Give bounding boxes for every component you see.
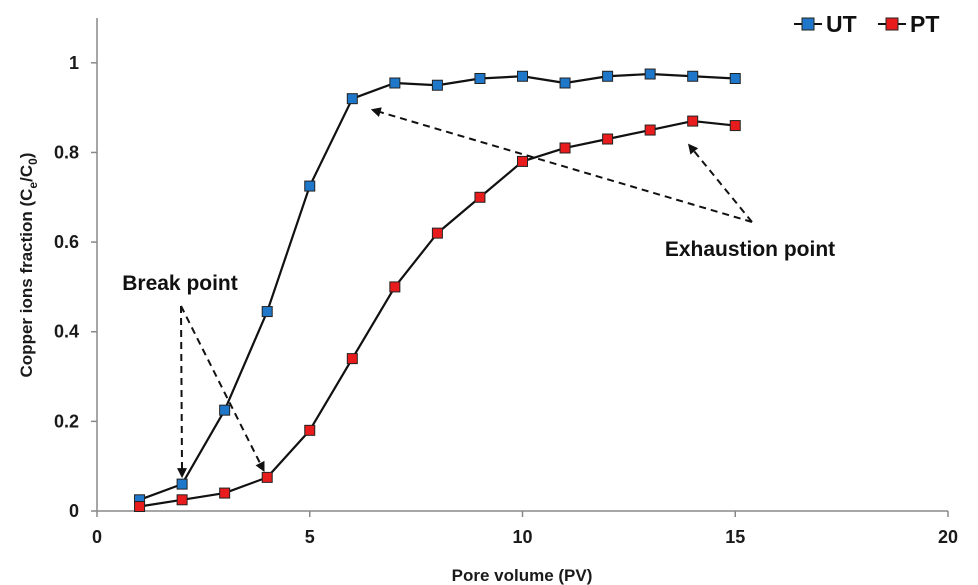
data-point-pt [559,142,571,154]
y-ticks: 0 0.2 0.4 0.6 0.8 1 [54,53,97,521]
legend-item-ut: UT [794,11,857,37]
data-point-ut [729,73,741,85]
y-axis-title-close: ) [17,153,36,159]
annotation-arrow [177,305,188,479]
legend-label-ut: UT [826,11,857,37]
data-point-pt [644,124,656,136]
data-point-ut [644,68,656,80]
y-tick-label: 0.8 [54,142,79,162]
y-tick-label: 0 [69,501,79,521]
y-tick-label: 0.6 [54,232,79,252]
data-point-pt [389,281,401,293]
annotation-arrow [687,143,753,223]
y-axis-title: Copper ions fraction (Ce/C0) [17,153,40,378]
data-point-pt [176,494,188,506]
y-axis-title-sub-e: e [26,182,40,189]
data-point-ut [389,77,401,89]
x-ticks: 0 5 10 15 20 [92,511,958,547]
exhaustion-point-label: Exhaustion point [665,238,835,261]
y-axis-title-slash: /C [17,165,36,182]
x-tick-label: 20 [938,527,958,547]
x-tick-label: 15 [725,527,745,547]
y-tick-label: 0.2 [54,411,79,431]
data-point-pt [602,133,614,145]
data-point-pt [304,424,316,436]
data-point-pt [517,155,528,167]
data-point-ut [176,478,188,490]
data-point-pt [474,191,486,203]
legend-label-pt: PT [910,11,939,37]
legend-item-pt: PT [878,11,939,37]
data-point-pt [346,353,358,365]
data-point-ut [602,70,614,82]
data-point-pt [261,471,273,483]
y-tick-label: 1 [69,53,79,73]
x-tick-label: 10 [512,527,532,547]
legend-marker-ut [801,17,815,31]
x-axis-title: Pore volume (PV) [452,566,593,585]
y-tick-label: 0.4 [54,322,79,342]
data-point-ut [219,404,231,416]
break-point-label: Break point [122,272,238,295]
annotation-arrow [370,107,753,223]
data-point-pt [134,501,146,513]
data-point-ut [687,70,699,82]
data-point-ut [517,70,528,82]
data-point-ut [304,180,316,192]
legend: UT PT [794,11,939,37]
data-point-ut [346,93,358,105]
x-tick-label: 0 [92,527,102,547]
series-layer [134,68,741,513]
data-point-pt [219,487,231,499]
annotation-arrow [180,305,265,473]
data-point-ut [261,306,273,318]
data-point-ut [431,79,443,91]
data-point-ut [474,73,486,85]
annotation-layer: Break point Exhaustion point [122,107,835,479]
legend-marker-pt [885,17,899,31]
data-point-pt [687,115,699,127]
data-point-ut [559,77,571,89]
x-tick-label: 5 [305,527,315,547]
series-line-pt [139,119,736,508]
axes [96,18,948,512]
data-point-pt [431,227,443,239]
y-axis-title-main: Copper ions fraction (C [17,189,36,378]
data-point-pt [729,120,741,132]
y-axis-title-sub-0: 0 [26,158,40,165]
